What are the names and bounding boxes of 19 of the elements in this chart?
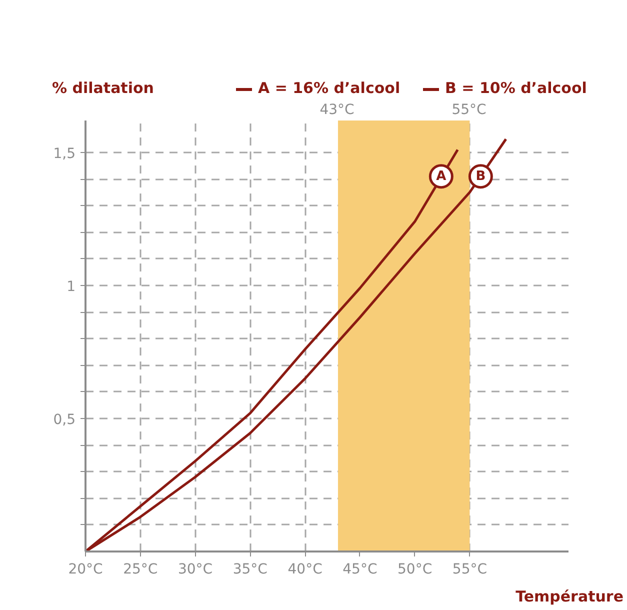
- annotation: 43°C: [320, 101, 354, 120]
- annotation: B: [476, 168, 486, 184]
- annotation: 55°C: [452, 101, 486, 120]
- x-tick-label: 20°C: [68, 562, 104, 578]
- y-axis-title: % dilatation: [52, 78, 154, 99]
- y-tick-label: 1: [66, 278, 76, 295]
- x-tick-label: 50°C: [398, 562, 432, 578]
- x-tick-label: 30°C: [178, 562, 213, 578]
- annotation: A: [436, 168, 446, 184]
- x-axis-title: Température: [516, 588, 624, 606]
- legend-label: A = 16% d’alcool: [258, 78, 400, 99]
- x-tick-label: 40°C: [288, 562, 323, 578]
- x-tick-label: 45°C: [342, 562, 378, 578]
- legend-label: B = 10% d’alcool: [445, 78, 587, 99]
- y-tick-label: 0,5: [53, 412, 76, 428]
- x-tick-label: 25°C: [123, 562, 158, 578]
- x-tick-label: 55°C: [452, 562, 488, 578]
- y-tick-label: 1,5: [53, 146, 76, 162]
- x-tick-label: 35°C: [232, 562, 268, 578]
